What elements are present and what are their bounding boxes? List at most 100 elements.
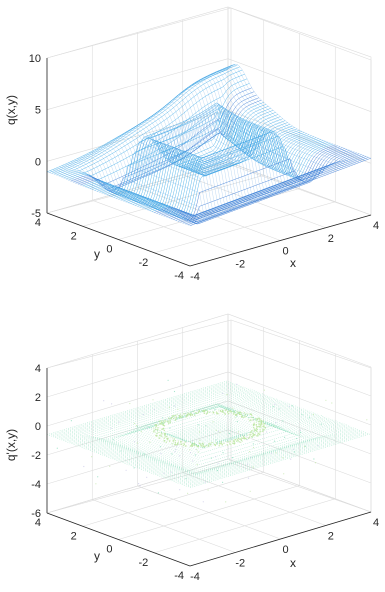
scatter-point <box>179 455 181 457</box>
mesh-line <box>167 99 311 193</box>
scatter-point <box>242 416 244 419</box>
scatter-point <box>174 442 177 444</box>
scatter-point <box>192 412 194 414</box>
scatter-point <box>252 414 254 416</box>
scatter-point <box>234 413 236 415</box>
scatter-point <box>249 416 251 418</box>
scatter-point <box>161 419 163 421</box>
scatter-point <box>258 428 261 430</box>
mesh-line <box>227 64 372 159</box>
scatter-point <box>161 439 163 441</box>
scatter-row <box>169 425 351 481</box>
z-tick-label: 2 <box>35 392 41 404</box>
scatter-point <box>213 443 216 446</box>
scatter-point <box>199 412 201 414</box>
scatter-row <box>63 386 245 442</box>
x-tick-label: 2 <box>328 233 334 245</box>
scatter-point <box>103 400 105 402</box>
scatter-row <box>77 391 259 447</box>
scatter-point <box>146 476 148 478</box>
scatter-row <box>53 382 235 438</box>
x-grid-line <box>91 354 236 553</box>
scatter-point <box>191 414 193 416</box>
scatter-row <box>67 388 249 443</box>
scatter-point <box>250 432 253 435</box>
scatter-point <box>201 410 203 412</box>
z-grid-line <box>46 400 372 456</box>
scatter-point <box>245 417 247 419</box>
scatter-point <box>239 411 241 413</box>
scatter-point <box>170 419 173 422</box>
mesh-line <box>188 82 332 185</box>
scatter-point <box>166 417 169 419</box>
scatter-point <box>207 445 209 447</box>
scatter-point <box>162 424 164 426</box>
scatter-point <box>212 443 214 446</box>
scatter-point <box>70 420 72 422</box>
scatter-point <box>232 407 234 409</box>
scatter-point <box>294 451 296 453</box>
scatter-point <box>251 422 253 424</box>
scatter-point <box>194 410 196 413</box>
x-tick-label: 0 <box>282 544 288 556</box>
scatter-point <box>178 416 181 419</box>
scatter-point <box>296 437 298 440</box>
scatter-point <box>183 443 185 446</box>
scatter-point <box>223 444 225 446</box>
scatter-point <box>304 445 306 447</box>
scatter-point <box>160 433 162 435</box>
scatter-row <box>163 423 345 479</box>
scatter-point <box>165 421 167 423</box>
scatter-point <box>241 415 244 417</box>
mesh-line <box>146 115 290 201</box>
scatter-point <box>181 416 183 418</box>
scatter-point <box>163 425 166 427</box>
z-tick-label: 0 <box>35 421 41 433</box>
scatter-row <box>147 417 329 473</box>
scatter-point <box>258 429 260 432</box>
mesh-line <box>98 142 242 219</box>
scatter-row <box>157 421 339 476</box>
scatter-point <box>204 445 206 447</box>
y-tick-label: -2 <box>138 257 148 269</box>
scatter-point <box>176 414 178 416</box>
scatter-point <box>203 412 206 414</box>
scatter-point <box>275 421 277 424</box>
scatter-point <box>227 411 229 413</box>
scatter-point <box>171 441 174 444</box>
scatter-row <box>89 396 271 451</box>
scatter-point <box>160 434 162 436</box>
mesh-line <box>89 152 233 222</box>
scatter-point <box>162 417 164 419</box>
scatter-point <box>154 435 156 438</box>
scatter-point <box>216 412 219 414</box>
scatter-point <box>187 441 189 443</box>
scatter-point <box>239 438 241 440</box>
scatter-point <box>312 413 314 416</box>
scatter-point <box>205 413 208 415</box>
scatter-point <box>257 432 259 435</box>
scatter-row <box>122 408 304 463</box>
axes-box <box>46 313 372 567</box>
scatter-point <box>243 436 245 438</box>
scatter-point <box>233 439 235 441</box>
scatter-point <box>225 444 227 446</box>
scatter-point <box>240 439 243 441</box>
scatter-point <box>161 424 163 427</box>
scatter-point <box>272 406 274 408</box>
mesh-line <box>149 113 293 199</box>
mesh-line <box>215 69 359 163</box>
mesh-line <box>194 79 338 182</box>
scatter-point <box>228 413 230 415</box>
scatter-point <box>158 432 160 434</box>
scatter-point <box>210 457 212 459</box>
scatter-point <box>202 501 204 503</box>
z-axis-label: q(x,y) <box>4 95 18 125</box>
scatter-row <box>140 415 323 470</box>
scatter-row <box>181 430 363 485</box>
scatter-row <box>149 418 331 473</box>
scatter-point <box>174 414 176 417</box>
scatter-point <box>185 443 188 446</box>
scatter-point <box>197 414 199 416</box>
scatter-point <box>262 430 264 433</box>
